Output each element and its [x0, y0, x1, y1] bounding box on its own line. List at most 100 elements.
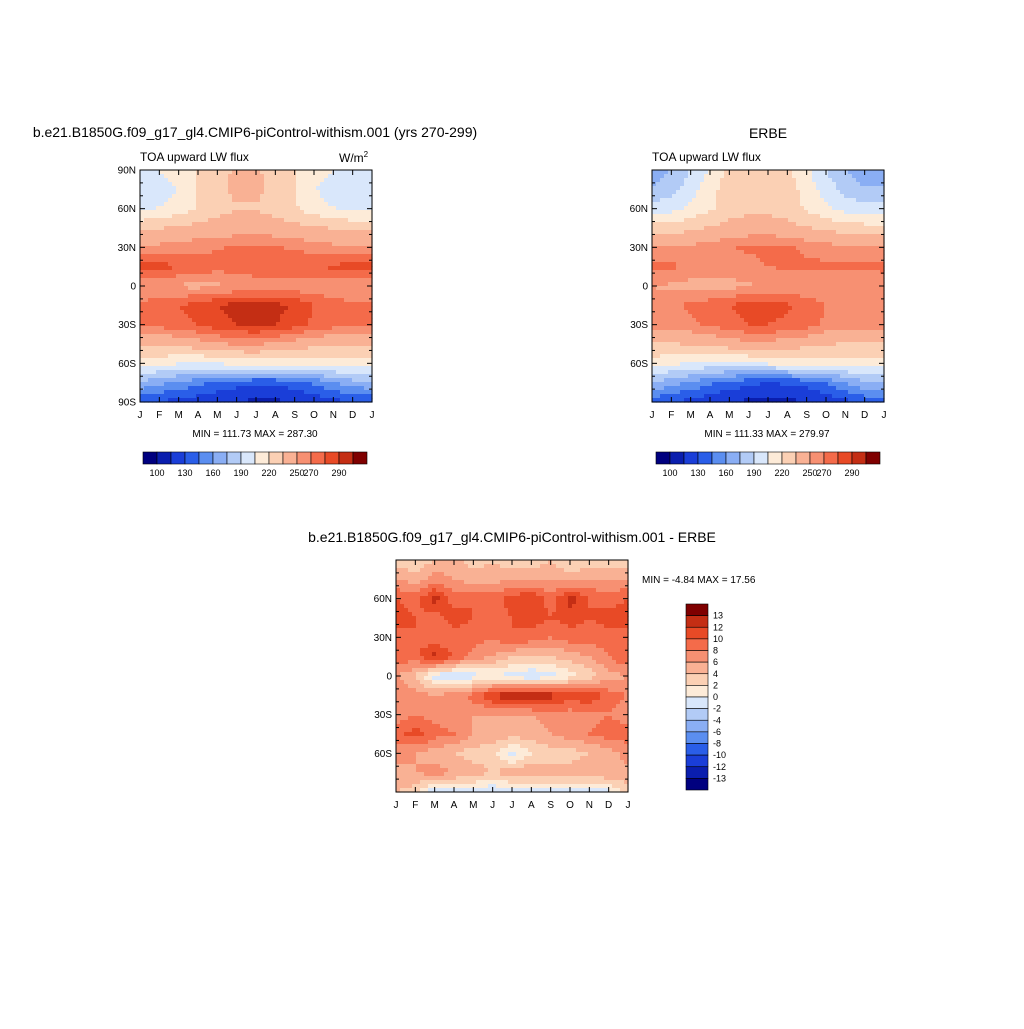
- heatmap-cell: [164, 210, 169, 215]
- heatmap-cell: [164, 270, 169, 275]
- heatmap-cell: [316, 290, 321, 295]
- heatmap-cell: [364, 238, 369, 243]
- heatmap-cell: [288, 298, 293, 303]
- heatmap-cell: [252, 346, 257, 351]
- heatmap-cell: [236, 202, 241, 207]
- heatmap-cell: [848, 242, 853, 247]
- heatmap-cell: [688, 254, 693, 259]
- heatmap-cell: [240, 386, 245, 391]
- heatmap-cell: [736, 206, 741, 211]
- heatmap-cell: [200, 270, 205, 275]
- heatmap-cell: [300, 370, 305, 375]
- heatmap-cell: [688, 198, 693, 203]
- heatmap-cell: [796, 210, 801, 215]
- heatmap-cell: [736, 262, 741, 267]
- heatmap-cell: [184, 178, 189, 183]
- heatmap-cell: [252, 338, 257, 343]
- heatmap-cell: [864, 182, 869, 187]
- heatmap-cell: [168, 262, 173, 267]
- heatmap-cell: [312, 186, 317, 191]
- heatmap-cell: [284, 190, 289, 195]
- heatmap-cell: [328, 186, 333, 191]
- heatmap-cell: [844, 246, 849, 251]
- heatmap-cell: [812, 206, 817, 211]
- heatmap-cell: [336, 342, 341, 347]
- heatmap-cell: [704, 198, 709, 203]
- heatmap-cell: [220, 222, 225, 227]
- heatmap-cell: [808, 170, 813, 175]
- heatmap-cell: [308, 278, 313, 283]
- heatmap-cell: [688, 234, 693, 239]
- heatmap-cell: [244, 382, 249, 387]
- heatmap-cell: [264, 334, 269, 339]
- heatmap-cell: [232, 338, 237, 343]
- heatmap-cell: [656, 210, 661, 215]
- heatmap-cell: [288, 270, 293, 275]
- heatmap-cell: [216, 258, 221, 263]
- heatmap-cell: [796, 206, 801, 211]
- heatmap-cell: [808, 238, 813, 243]
- heatmap-cell: [852, 254, 857, 259]
- heatmap-cell: [328, 242, 333, 247]
- heatmap-cell: [696, 190, 701, 195]
- heatmap-cell: [280, 250, 285, 255]
- heatmap-cell: [692, 270, 697, 275]
- heatmap-cell: [736, 210, 741, 215]
- heatmap-cell: [188, 218, 193, 223]
- heatmap-cell: [208, 354, 213, 359]
- heatmap-cell: [168, 326, 173, 331]
- heatmap-cell: [168, 394, 173, 399]
- heatmap-cell: [872, 254, 877, 259]
- heatmap-cell: [220, 262, 225, 267]
- heatmap-cell: [680, 234, 685, 239]
- heatmap-cell: [268, 330, 273, 335]
- heatmap-cell: [304, 306, 309, 311]
- heatmap-cell: [156, 250, 161, 255]
- heatmap-cell: [148, 334, 153, 339]
- heatmap-cell: [356, 234, 361, 239]
- heatmap-cell: [224, 362, 229, 367]
- heatmap-cell: [268, 382, 273, 387]
- heatmap-cell: [184, 186, 189, 191]
- heatmap-cell: [756, 266, 761, 271]
- heatmap-cell: [336, 302, 341, 307]
- heatmap-cell: [220, 198, 225, 203]
- heatmap-cell: [264, 370, 269, 375]
- heatmap-cell: [152, 242, 157, 247]
- heatmap-cell: [264, 342, 269, 347]
- heatmap-cell: [732, 182, 737, 187]
- heatmap-cell: [784, 222, 789, 227]
- heatmap-cell: [820, 194, 825, 199]
- heatmap-cell: [156, 306, 161, 311]
- heatmap-cell: [820, 262, 825, 267]
- heatmap-cell: [720, 182, 725, 187]
- heatmap-cell: [280, 346, 285, 351]
- heatmap-cell: [808, 230, 813, 235]
- heatmap-cell: [160, 358, 165, 363]
- heatmap-cell: [172, 330, 177, 335]
- heatmap-cell: [164, 330, 169, 335]
- heatmap-cell: [664, 242, 669, 247]
- heatmap-cell: [324, 394, 329, 399]
- heatmap-cell: [176, 374, 181, 379]
- heatmap-cell: [260, 262, 265, 267]
- heatmap-cell: [792, 230, 797, 235]
- heatmap-cell: [348, 270, 353, 275]
- heatmap-cell: [660, 170, 665, 175]
- heatmap-cell: [252, 246, 257, 251]
- heatmap-cell: [344, 174, 349, 179]
- heatmap-cell: [244, 234, 249, 239]
- heatmap-cell: [732, 262, 737, 267]
- heatmap-cell: [216, 210, 221, 215]
- heatmap-cell: [744, 210, 749, 215]
- heatmap-cell: [820, 222, 825, 227]
- heatmap-cell: [360, 246, 365, 251]
- heatmap-cell: [176, 294, 181, 299]
- heatmap-cell: [864, 226, 869, 231]
- heatmap-cell: [224, 298, 229, 303]
- heatmap-cell: [332, 322, 337, 327]
- heatmap-cell: [724, 250, 729, 255]
- heatmap-cell: [240, 302, 245, 307]
- heatmap-cell: [148, 318, 153, 323]
- heatmap-cell: [688, 182, 693, 187]
